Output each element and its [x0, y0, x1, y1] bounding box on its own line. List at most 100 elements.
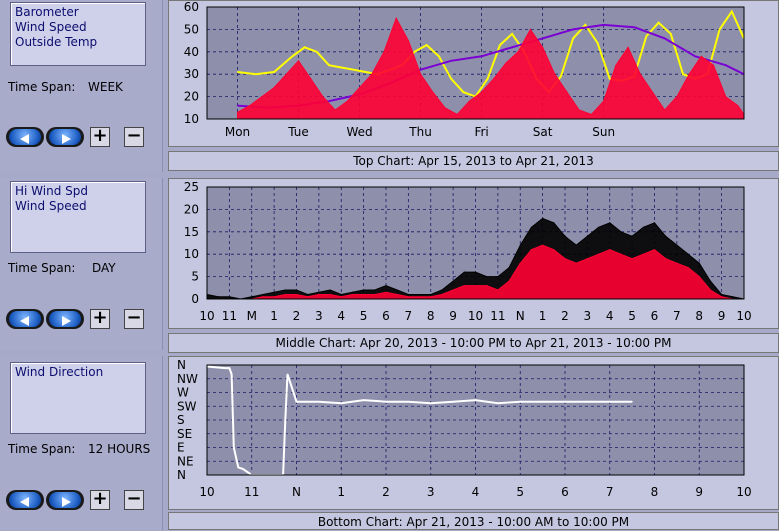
- x-tick-label: 4: [337, 309, 345, 323]
- y-tick-label: 40: [184, 45, 199, 59]
- x-tick-label: 9: [695, 485, 703, 499]
- x-tick-label: 11: [222, 309, 237, 323]
- data-point: [217, 296, 219, 298]
- data-point: [318, 293, 320, 296]
- data-point: [564, 258, 566, 260]
- data-point: [508, 280, 510, 282]
- data-point: [295, 293, 298, 296]
- data-point: [642, 226, 644, 228]
- data-point: [586, 401, 588, 403]
- prev-button[interactable]: [6, 309, 44, 329]
- data-point: [365, 71, 367, 73]
- zoom-in-button[interactable]: +: [90, 490, 110, 510]
- data-point: [737, 104, 739, 107]
- data-point: [665, 235, 667, 237]
- data-point: [586, 235, 588, 237]
- data-point: [597, 253, 600, 255]
- x-tick-label: 10: [736, 309, 751, 323]
- data-point: [497, 402, 499, 404]
- x-tick-label: 6: [382, 309, 390, 323]
- x-tick-label: 6: [651, 309, 659, 323]
- y-tick-label: 60: [184, 1, 199, 14]
- data-point: [237, 466, 239, 468]
- prev-button[interactable]: [6, 490, 44, 510]
- arrow-right-icon: [49, 129, 81, 145]
- data-point: [566, 91, 568, 93]
- y-tick-label: NW: [177, 372, 198, 386]
- data-point: [633, 26, 635, 28]
- data-point: [530, 249, 533, 251]
- data-point: [242, 468, 244, 470]
- data-point: [670, 33, 672, 35]
- y-tick-label: 10: [184, 112, 199, 126]
- data-point: [224, 367, 226, 369]
- x-tick-label: 8: [695, 309, 703, 323]
- data-point: [385, 284, 387, 287]
- data-point: [653, 222, 656, 224]
- data-point: [363, 399, 365, 401]
- data-point: [456, 113, 458, 116]
- data-point: [462, 91, 464, 93]
- data-point: [236, 104, 239, 107]
- arrow-left-icon: [9, 311, 41, 327]
- data-point: [450, 60, 452, 62]
- x-tick-label: 5: [628, 309, 636, 323]
- data-point: [419, 73, 422, 75]
- data-point: [474, 284, 477, 287]
- data-point: [295, 289, 298, 291]
- x-tick-label: 6: [561, 485, 569, 499]
- prev-button[interactable]: [6, 127, 44, 147]
- y-tick-label: 20: [184, 202, 199, 216]
- data-point: [505, 62, 507, 64]
- y-tick-label: N: [177, 358, 186, 372]
- data-point: [694, 55, 696, 57]
- x-tick-label: M: [247, 309, 257, 323]
- data-point: [732, 296, 734, 298]
- data-point: [262, 293, 264, 296]
- data-point: [385, 401, 387, 403]
- data-point: [642, 253, 644, 255]
- bottom-legend-box: Wind Direction: [10, 362, 146, 434]
- x-tick-label: 4: [606, 309, 614, 323]
- zoom-out-button[interactable]: −: [124, 127, 144, 147]
- data-point: [233, 446, 235, 449]
- data-point: [273, 291, 275, 293]
- zoom-in-button[interactable]: +: [90, 127, 110, 147]
- data-point: [322, 96, 324, 98]
- data-point: [236, 111, 239, 113]
- data-point: [273, 71, 275, 73]
- data-point: [261, 96, 263, 98]
- x-tick-label: 7: [405, 309, 413, 323]
- data-point: [452, 401, 454, 403]
- next-button[interactable]: [46, 490, 84, 510]
- x-tick-label: Wed: [346, 125, 372, 139]
- zoom-out-button[interactable]: −: [124, 309, 144, 329]
- timespan-label: Time Span:: [8, 261, 76, 275]
- data-point: [499, 44, 501, 46]
- zoom-out-button[interactable]: −: [124, 490, 144, 510]
- data-point: [564, 235, 566, 237]
- x-tick-label: Fri: [474, 125, 488, 139]
- bottom-chart-caption: Bottom Chart: Apr 21, 2013 - 10:00 AM to…: [168, 512, 779, 530]
- legend-item-wind-speed: Wind Speed: [15, 199, 87, 213]
- zoom-in-button[interactable]: +: [90, 309, 110, 329]
- data-point: [486, 284, 488, 287]
- x-tick-label: Thu: [408, 125, 432, 139]
- series-group: [207, 217, 744, 299]
- data-point: [419, 69, 422, 71]
- data-point: [493, 78, 495, 80]
- data-point: [530, 226, 533, 228]
- plot-border: [206, 6, 745, 120]
- next-button[interactable]: [46, 127, 84, 147]
- top-legend-box: Barometer Wind Speed Outside Temp: [10, 2, 146, 66]
- data-point: [474, 271, 477, 273]
- x-tick-label: 10: [199, 485, 214, 499]
- x-tick-label: 10: [736, 485, 751, 499]
- next-button[interactable]: [46, 309, 84, 329]
- x-tick-label: 1: [270, 309, 278, 323]
- data-point: [572, 37, 574, 39]
- data-point: [676, 96, 678, 98]
- data-point: [676, 244, 678, 246]
- data-point: [474, 399, 477, 401]
